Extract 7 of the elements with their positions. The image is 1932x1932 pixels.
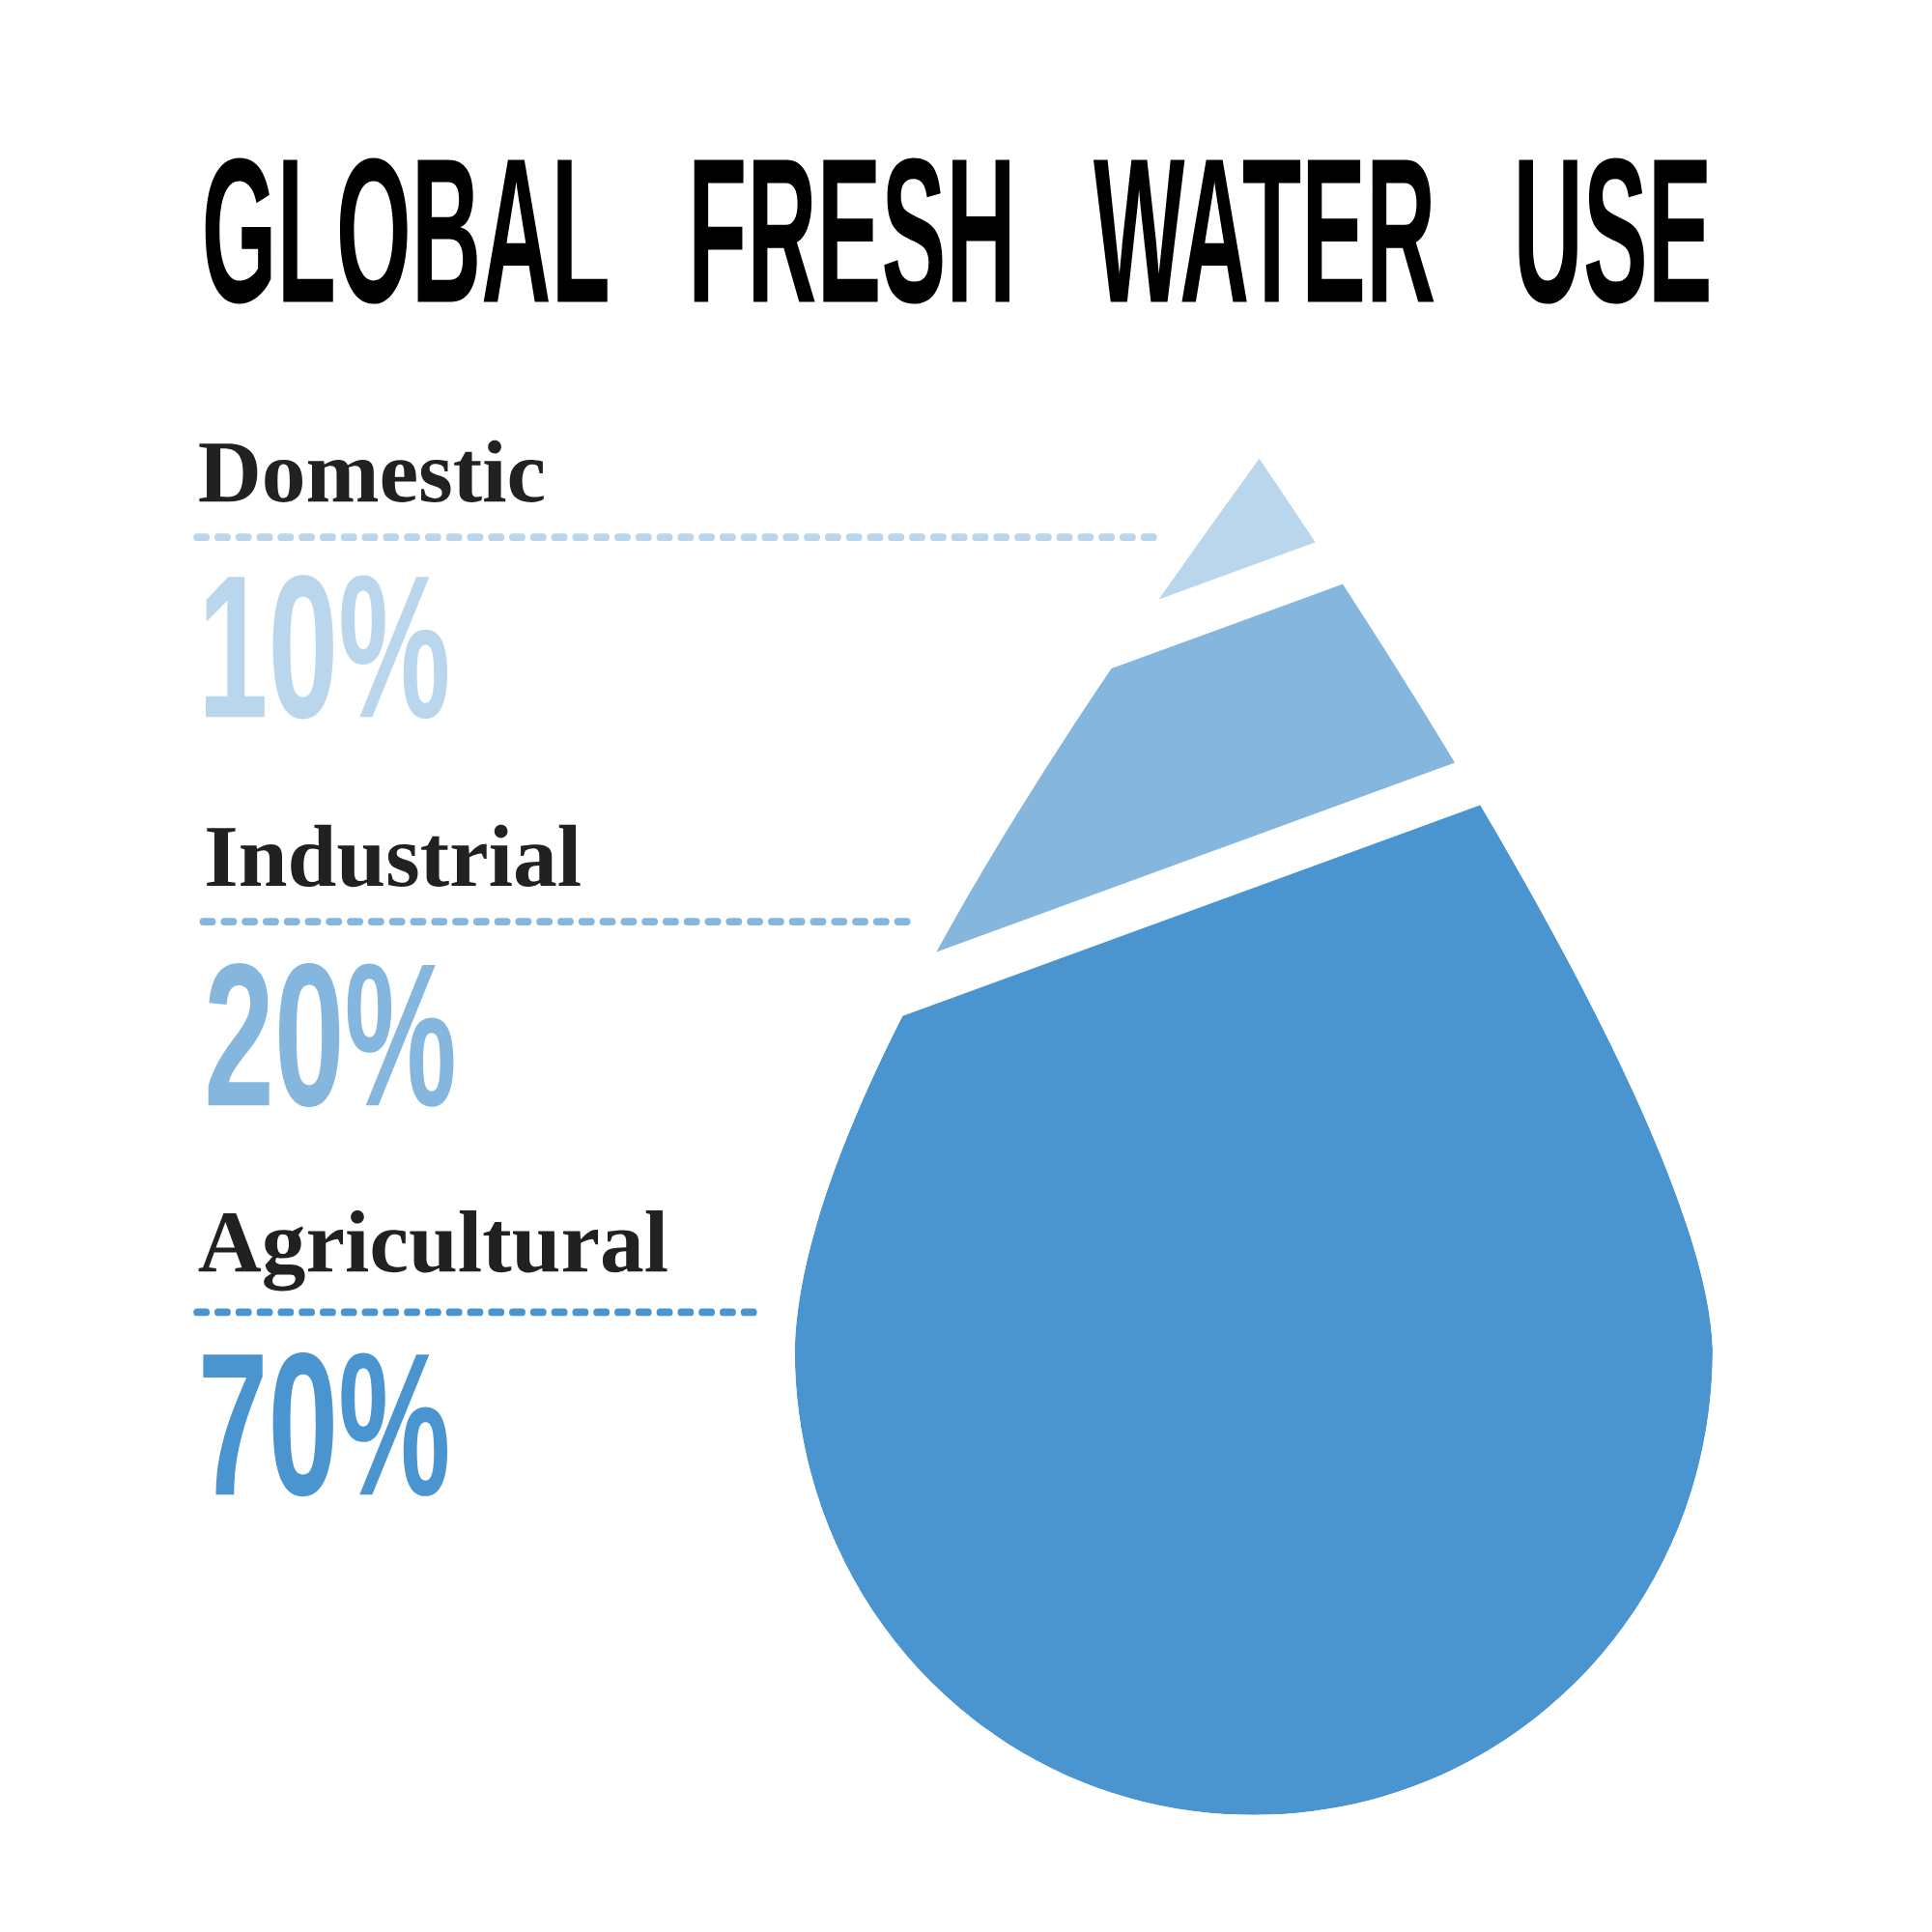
text: GLOBAL FRESH WATER USE: [205, 157, 1709, 304]
data-label: 10%: [206, 575, 448, 720]
category-label: Domestic: [199, 440, 544, 503]
category-label: Agricultural: [198, 1209, 668, 1292]
data-label: 70%: [203, 1351, 448, 1497]
category-label: Industrial: [207, 824, 581, 888]
data-label: 20%: [208, 962, 454, 1108]
